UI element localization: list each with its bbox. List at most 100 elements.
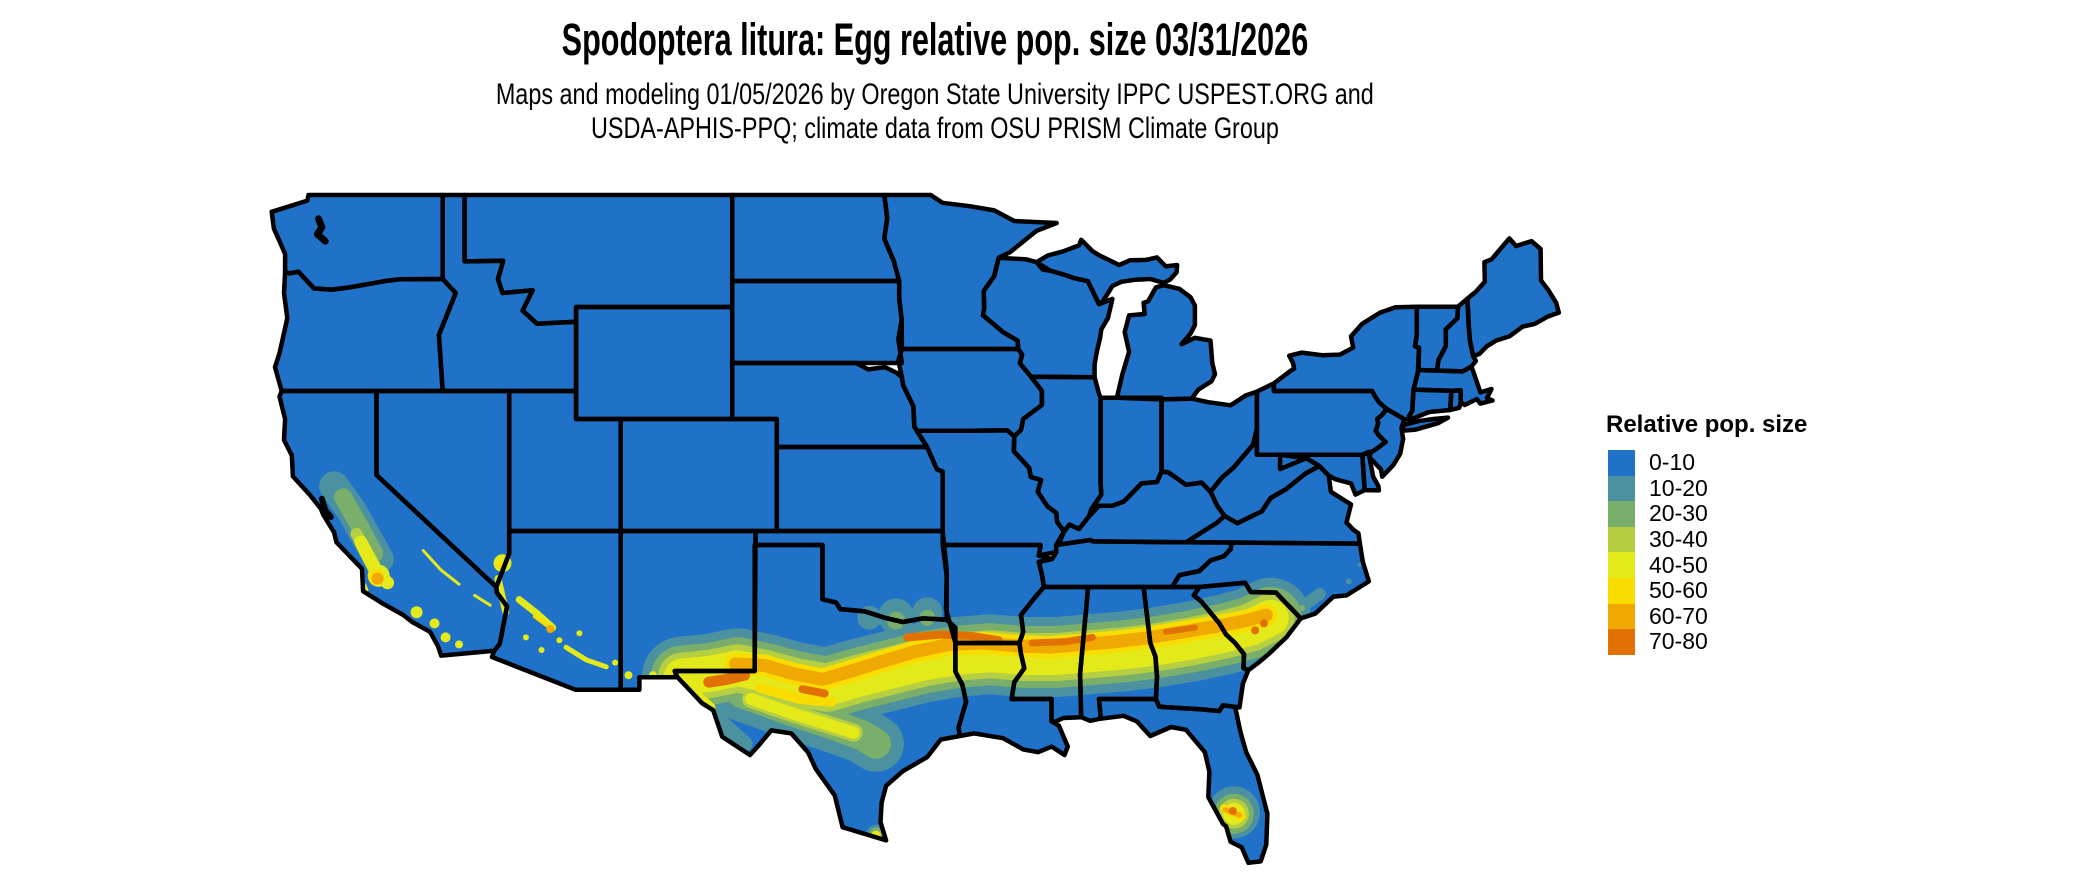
legend-swatch-0-10 [1608, 450, 1635, 476]
raster-band-50-60 [755, 682, 837, 707]
raster-spot-10-20 [1345, 578, 1352, 585]
state-washington [271, 195, 443, 290]
legend-swatch-40-50 [1608, 552, 1635, 578]
san-francisco-bay-mark [318, 495, 334, 520]
state-kansas [776, 447, 943, 531]
legend: Relative pop. size 0-10 10-20 20-30 30-40 40… [1606, 411, 1808, 655]
legend-swatch-70-80 [1608, 629, 1635, 655]
raster-band-40-50 [473, 593, 492, 607]
state-vermont [1415, 306, 1458, 371]
raster-spot-70-80 [1228, 807, 1237, 815]
legend-row-60-70: 60-70 [1608, 602, 1807, 630]
legend-swatch-60-70 [1608, 603, 1635, 630]
raster-spot-60-70 [546, 625, 555, 633]
raster-spot-40-50 [365, 612, 372, 618]
state-maryland [1280, 454, 1365, 495]
legend-label: 40-50 [1649, 551, 1708, 578]
state-oregon [275, 271, 456, 391]
raster-spot-40-50 [395, 628, 400, 633]
raster-band-70-80 [798, 685, 829, 698]
legend-label: 20-30 [1649, 500, 1708, 527]
legend-row-40-50: 40-50 [1608, 552, 1807, 578]
legend-row-0-10: 0-10 [1608, 449, 1807, 476]
state-pennsylvania [1256, 383, 1387, 455]
legend-swatch-10-20 [1608, 475, 1635, 502]
map-subtitle-line1: Maps and modeling 01/05/2026 by Oregon S… [496, 78, 1374, 111]
raster-band-70-80 [703, 669, 750, 688]
legend-swatch-50-60 [1608, 577, 1635, 604]
state-california [279, 391, 507, 656]
legend-label: 60-70 [1649, 602, 1708, 629]
state-utah [509, 391, 621, 531]
state-nebraska [732, 363, 928, 447]
raster-spot-60-70 [371, 572, 384, 585]
raster-spot-40-50 [429, 618, 440, 629]
state-west-virginia [1210, 429, 1320, 524]
raster-band-40-50 [421, 549, 461, 586]
state-missouri [916, 430, 1064, 556]
legend-label: 50-60 [1649, 577, 1708, 604]
puget-sound-mark [313, 215, 329, 245]
raster-spot-70-80 [1251, 626, 1260, 635]
map-title-wrap: Spodoptera litura: Egg relative pop. siz… [0, 14, 1870, 66]
raster-band-70-80 [1162, 624, 1198, 635]
state-iowa [898, 349, 1042, 437]
state-connecticut [1409, 389, 1452, 420]
legend-label: 0-10 [1649, 449, 1696, 476]
raster-spot-40-50 [538, 647, 545, 653]
raster-spot-40-50 [411, 629, 416, 634]
legend-label: 10-20 [1649, 474, 1708, 501]
legend-label: 70-80 [1649, 628, 1708, 655]
state-michigan-lower [1116, 285, 1215, 400]
legend-row-20-30: 20-30 [1608, 500, 1807, 527]
state-montana [464, 195, 733, 324]
legend-row-10-20: 10-20 [1608, 474, 1807, 502]
population-raster [319, 471, 1362, 845]
state-wisconsin [983, 257, 1113, 378]
state-border-texas [672, 542, 969, 843]
raster-spot-40-50 [379, 613, 386, 620]
state-border-illinois [1011, 374, 1104, 534]
raster-spot-40-50 [556, 637, 563, 644]
state-border-long-island [1399, 415, 1451, 434]
raster-band-40-50 [515, 596, 557, 632]
state-arizona [492, 531, 621, 690]
state-border-new-jersey [1367, 406, 1407, 479]
state-minnesota [884, 195, 1057, 349]
state-kentucky [1056, 471, 1225, 545]
state-colorado [620, 419, 777, 531]
state-virginia [1186, 466, 1360, 544]
state-south-dakota [732, 281, 902, 363]
state-border-maine [1465, 236, 1562, 359]
raster-band-40-50 [745, 693, 860, 739]
state-border-michigan-upper [1034, 237, 1180, 307]
map-subtitle-line2: USDA-APHIS-PPQ; climate data from OSU PR… [591, 112, 1279, 145]
raster-band-50-60 [532, 614, 551, 629]
state-nevada [376, 391, 510, 587]
state-maine [1467, 238, 1559, 357]
legend-swatch-20-30 [1608, 501, 1635, 527]
map-title: Spodoptera litura: Egg relative pop. siz… [561, 14, 1309, 65]
state-tennessee [1038, 540, 1232, 587]
legend-row-70-80: 70-80 [1608, 628, 1807, 655]
legend-title: Relative pop. size [1606, 411, 1808, 438]
raster-spot-40-50 [624, 671, 633, 680]
raster-spot-40-50 [410, 606, 423, 619]
raster-spot-40-50 [576, 630, 583, 637]
state-michigan-upper [1036, 239, 1178, 305]
state-north-dakota [732, 195, 900, 281]
raster-spot-40-50 [612, 659, 619, 666]
legend-swatch-30-40 [1608, 526, 1635, 553]
legend-row-50-60: 50-60 [1608, 577, 1807, 604]
state-borders [269, 192, 1562, 866]
legend-rows: 0-10 10-20 20-30 30-40 40-50 50-60 60-70 70-80 [1608, 449, 1807, 655]
state-illinois [1013, 376, 1102, 532]
legend-label: 30-40 [1649, 526, 1708, 553]
map-subtitle-wrap: Maps and modeling 01/05/2026 by Oregon S… [0, 78, 1870, 146]
raster-spot-40-50 [522, 634, 529, 641]
raster-spot-70-80 [1260, 619, 1268, 628]
raster-spot-10-20 [1357, 562, 1362, 567]
raster-spot-40-50 [455, 640, 463, 649]
